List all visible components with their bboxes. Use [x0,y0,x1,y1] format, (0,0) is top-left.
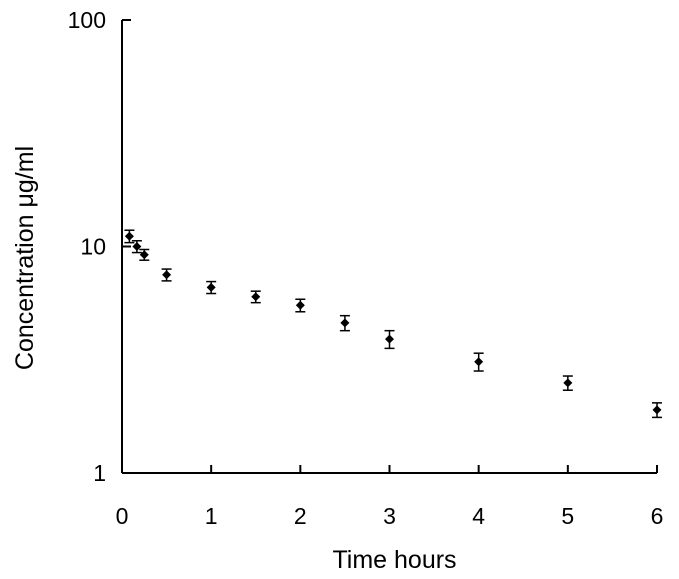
data-point [251,291,261,302]
diamond-marker [340,318,349,327]
x-tick-label: 2 [294,503,307,529]
x-ticks: 0 1 2 3 4 5 6 [116,465,664,529]
x-tick-label: 1 [205,503,218,529]
data-point [340,316,350,331]
x-tick-label: 0 [116,503,129,529]
data-point [385,331,395,349]
diamond-marker [207,283,216,292]
x-tick-label: 3 [383,503,396,529]
data-point [295,299,305,312]
y-tick-label: 10 [80,234,106,260]
data-point [652,403,662,418]
y-tick-label: 1 [93,460,106,486]
diamond-marker [563,378,572,387]
diamond-marker [474,357,483,366]
axes [122,20,657,473]
data-point [139,249,149,260]
diamond-marker [125,232,134,241]
diamond-marker [385,335,394,344]
x-tick-label: 6 [651,503,664,529]
diamond-marker [251,292,260,301]
x-tick-label: 5 [561,503,574,529]
diamond-marker [653,405,662,414]
data-point [474,353,484,371]
diamond-marker [296,301,305,310]
y-tick-label: 100 [68,7,106,33]
data-points [124,230,662,417]
data-point [563,376,573,390]
diamond-marker [162,270,171,279]
y-axis-title: Concentration μg/ml [11,146,39,370]
x-tick-label: 4 [472,503,485,529]
data-point [206,282,216,294]
data-point [162,269,172,281]
x-axis-title: Time hours [332,546,456,574]
diamond-marker [140,250,149,259]
